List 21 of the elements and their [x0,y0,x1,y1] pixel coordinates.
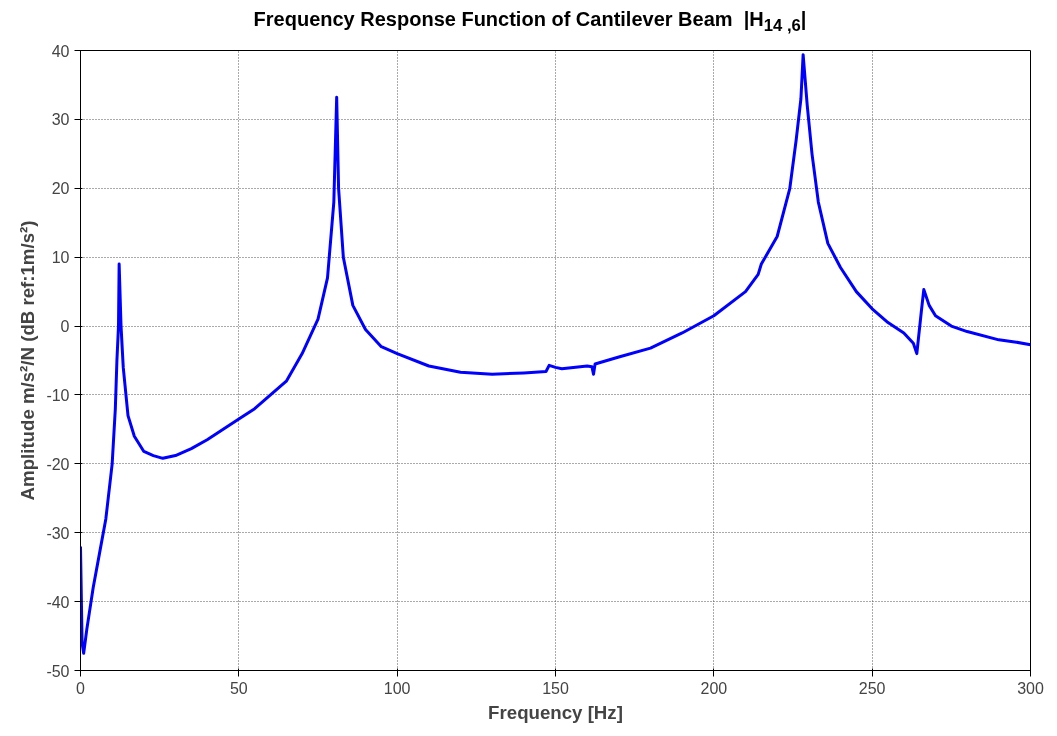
y-tick-label: 0 [60,318,70,336]
x-tick-label: 300 [1017,679,1044,697]
y-tick-label: -10 [46,386,70,404]
y-tick-label: -20 [46,455,70,473]
y-tick-label: 10 [51,249,70,267]
y-tick-label: 30 [51,111,70,129]
x-tick-label: 0 [76,679,86,697]
x-axis-title: Frequency [Hz] [488,701,623,723]
chart-title: Frequency Response Function of Cantilever Beam |H$_{14 ,6}$| [253,7,807,37]
y-tick-label: -50 [46,662,70,680]
y-tick-label: -30 [46,524,70,542]
y-tick-label: -40 [46,593,70,611]
y-tick-label: 20 [51,180,70,198]
y-tick-label: 40 [51,42,70,60]
x-tick-label: 50 [229,679,248,697]
x-tick-label: 200 [700,679,728,697]
x-tick-label: 150 [542,679,569,697]
x-tick-label: 250 [858,679,886,697]
y-axis-title: Amplitude m/s²/N (dB ref:1m/s²) [17,220,39,501]
line-series [80,53,1031,655]
x-tick-label: 100 [383,679,411,697]
